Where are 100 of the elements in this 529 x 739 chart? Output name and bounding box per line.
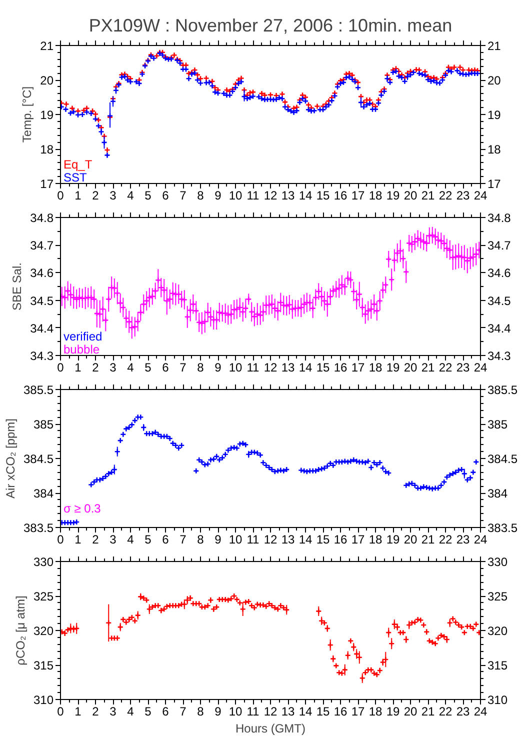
x-tick-label: 11 xyxy=(246,532,260,546)
x-tick-label: 11 xyxy=(246,704,260,718)
x-tick-label: 7 xyxy=(180,188,187,202)
x-tick-label: 15 xyxy=(316,704,330,718)
x-tick-label: 12 xyxy=(264,360,278,374)
y2-tick-label: 320 xyxy=(488,624,508,638)
y-axis-title: Air xCO₂ [ppm] xyxy=(3,418,18,498)
x-tick-label: 2 xyxy=(92,188,100,202)
y-tick-label: 34.6 xyxy=(30,266,54,280)
y2-tick-label: 383.5 xyxy=(488,521,518,535)
x-tick-label: 4 xyxy=(127,532,134,546)
x-tick-label: 3 xyxy=(110,704,117,718)
y2-tick-label: 384 xyxy=(488,486,508,500)
x-tick-label: 6 xyxy=(162,360,170,374)
x-tick-label: 4 xyxy=(127,704,134,718)
x-tick-label: 4 xyxy=(127,360,134,374)
x-tick-label: 1 xyxy=(74,188,82,202)
y-tick-label: 34.4 xyxy=(30,321,54,336)
x-tick-label: 23 xyxy=(456,360,470,374)
x-tick-label: 19 xyxy=(386,188,400,202)
x-tick-label: 18 xyxy=(368,360,382,374)
x-tick-label: 13 xyxy=(281,532,295,546)
x-tick-label: 13 xyxy=(281,360,295,374)
series-label: SST xyxy=(64,170,88,184)
x-tick-label: 3 xyxy=(110,188,117,202)
x-tick-label: 5 xyxy=(144,188,152,202)
y-tick-label: 21 xyxy=(40,39,54,53)
x-tick-label: 19 xyxy=(386,360,400,374)
y2-tick-label: 18 xyxy=(488,142,502,156)
x-tick-label: 0 xyxy=(57,188,64,202)
x-tick-label: 23 xyxy=(456,532,470,546)
x-tick-label: 15 xyxy=(316,532,330,546)
y-tick-label: 18 xyxy=(40,142,54,156)
x-tick-label: 16 xyxy=(334,532,348,546)
y-tick-label: 330 xyxy=(33,555,54,569)
x-tick-label: 14 xyxy=(298,188,312,202)
y-tick-label: 384 xyxy=(33,486,54,500)
x-tick-label: 8 xyxy=(197,532,204,546)
legend-label: σ ≥ 0.3 xyxy=(64,502,102,516)
x-tick-label: 12 xyxy=(264,188,278,202)
y2-tick-label: 384.5 xyxy=(488,452,518,466)
x-tick-label: 20 xyxy=(404,704,418,718)
x-tick-label: 17 xyxy=(351,188,365,202)
x-tick-label: 21 xyxy=(421,704,435,718)
x-tick-label: 21 xyxy=(421,360,435,374)
x-tick-label: 22 xyxy=(438,188,452,202)
y2-tick-label: 315 xyxy=(488,658,508,672)
x-tick-label: 4 xyxy=(127,188,134,202)
y2-tick-label: 34.7 xyxy=(488,238,512,253)
x-tick-label: 19 xyxy=(386,704,400,718)
x-tick-label: 8 xyxy=(197,704,204,718)
x-tick-label: 24 xyxy=(474,360,488,374)
x-tick-label: 1 xyxy=(74,704,82,718)
y2-tick-label: 34.8 xyxy=(488,211,512,225)
x-tick-label: 6 xyxy=(162,704,170,718)
y2-tick-label: 34.5 xyxy=(488,294,512,308)
x-tick-label: 24 xyxy=(474,704,488,718)
x-tick-label: 1 xyxy=(74,360,82,374)
x-tick-label: 3 xyxy=(110,532,117,546)
x-tick-label: 12 xyxy=(264,704,278,718)
x-tick-label: 6 xyxy=(162,532,170,546)
x-tick-label: 16 xyxy=(334,704,348,718)
x-tick-label: 1 xyxy=(74,532,82,546)
x-tick-label: 2 xyxy=(92,704,100,718)
x-tick-label: 20 xyxy=(404,188,418,202)
series-label: bubble xyxy=(64,342,100,356)
x-tick-label: 8 xyxy=(197,188,204,202)
x-tick-label: 14 xyxy=(298,704,312,718)
x-tick-label: 22 xyxy=(438,532,452,546)
x-tick-label: 11 xyxy=(246,360,260,374)
x-tick-label: 10 xyxy=(228,532,242,546)
x-tick-label: 14 xyxy=(298,360,312,374)
chart-title: PX109W : November 27, 2006 : 10min. mean xyxy=(88,16,452,36)
x-tick-label: 24 xyxy=(474,532,488,546)
x-tick-label: 5 xyxy=(144,704,152,718)
x-tick-label: 9 xyxy=(214,532,222,546)
y2-tick-label: 385.5 xyxy=(488,383,518,397)
x-tick-label: 6 xyxy=(162,188,170,202)
y2-tick-label: 20 xyxy=(488,74,502,88)
x-tick-label: 5 xyxy=(144,360,152,374)
y-tick-label: 385.5 xyxy=(23,383,54,397)
y2-tick-label: 385 xyxy=(488,418,508,432)
x-tick-label: 12 xyxy=(264,532,278,546)
x-tick-label: 10 xyxy=(228,188,242,202)
x-tick-label: 2 xyxy=(92,360,100,374)
y2-tick-label: 17 xyxy=(488,177,502,191)
x-tick-label: 9 xyxy=(214,704,222,718)
x-tick-label: 20 xyxy=(404,532,418,546)
x-tick-label: 22 xyxy=(438,360,452,374)
y-tick-label: 315 xyxy=(33,658,54,672)
x-tick-label: 14 xyxy=(298,532,312,546)
x-tick-label: 18 xyxy=(368,188,382,202)
y-tick-label: 325 xyxy=(33,590,54,604)
x-tick-label: 21 xyxy=(421,188,435,202)
y-tick-label: 20 xyxy=(40,74,54,88)
x-tick-label: 15 xyxy=(316,360,330,374)
y-tick-label: 34.3 xyxy=(30,349,54,363)
x-tick-label: 17 xyxy=(351,532,365,546)
x-tick-label: 16 xyxy=(334,360,348,374)
x-tick-label: 3 xyxy=(110,360,117,374)
